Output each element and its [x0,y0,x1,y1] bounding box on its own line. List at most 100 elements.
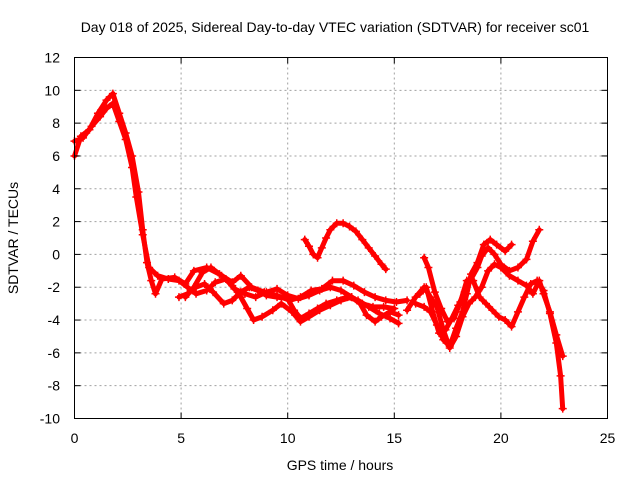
data-point [486,235,495,244]
y-tick-label: 2 [52,214,60,230]
y-tick-label: -6 [48,345,61,361]
data-point [351,227,360,236]
plot-frame [74,57,608,419]
data-point [251,293,260,302]
series-line [72,91,410,305]
data-point [381,296,390,305]
series-arc-5 [300,219,390,274]
data-point [262,291,271,300]
x-tick-label: 25 [600,430,616,446]
data-point [147,276,156,285]
data-point [296,317,305,326]
data-point [305,291,314,300]
data-point [479,240,488,249]
data-point [403,306,412,315]
data-point [277,299,286,308]
data-point [364,302,373,311]
data-point [300,235,309,244]
data-point [469,276,478,285]
data-point [198,268,207,277]
data-point [219,299,228,308]
data-point [305,312,314,321]
series-arc-9 [420,253,567,413]
data-point [315,306,324,315]
data-point [322,234,331,242]
data-point [79,133,88,142]
data-point [381,265,390,274]
data-point [371,293,380,302]
data-point [339,219,348,228]
data-point [128,163,137,172]
data-point [326,225,335,234]
x-tick-label: 0 [71,430,79,446]
data-point [473,263,482,272]
series-arc-3 [174,279,403,328]
data-point [452,324,461,333]
data-point [102,96,111,105]
data-point [273,284,282,293]
data-point [377,260,386,269]
data-point [102,104,111,113]
x-tick-label: 5 [177,430,185,446]
data-point [228,296,237,305]
data-point [211,278,220,287]
data-point [528,237,537,246]
data-point [206,263,215,272]
data-point [533,276,542,285]
data-point [153,271,162,280]
data-point [362,311,371,320]
data-point [522,255,531,264]
data-point [339,276,348,285]
data-point [392,297,401,306]
data-point [424,263,433,272]
data-point [328,276,337,285]
data-point [501,247,510,256]
data-point [243,304,252,313]
data-point [394,311,403,320]
y-tick-label: -4 [48,312,61,328]
data-point [490,250,499,259]
data-point [294,294,303,303]
data-point [360,288,369,297]
data-point [379,302,388,311]
y-tick-label: -10 [40,411,60,427]
data-point [484,243,493,252]
data-point [371,252,380,261]
data-point [420,253,429,262]
data-point [484,266,493,275]
data-point [121,135,130,144]
data-point [422,283,431,292]
y-tick-label: 4 [52,181,60,197]
x-tick-label: 20 [493,430,509,446]
data-point [138,230,147,239]
data-point [364,243,373,252]
y-tick-label: 6 [52,148,60,164]
data-point [236,293,245,302]
data-series [70,89,567,413]
data-point [513,276,522,285]
data-point [443,317,452,326]
data-point [539,286,548,295]
data-point [430,288,439,297]
data-point [189,266,198,275]
series-line [421,255,566,412]
y-tick-label: 8 [52,115,60,131]
data-point [317,243,326,252]
data-point [181,293,190,302]
data-point [358,235,367,244]
data-point [528,289,537,298]
grid [74,57,608,419]
data-point [556,371,565,380]
data-point [394,319,403,328]
data-point [492,240,501,249]
y-tick-label: -2 [48,279,61,295]
y-axis-label: SDTVAR / TECUs [5,182,21,294]
data-point [283,294,292,303]
data-point [441,325,450,334]
data-point [108,99,117,108]
data-point [313,253,322,262]
data-point [475,293,484,302]
data-point [386,307,395,316]
data-point [258,312,267,321]
data-point [337,286,345,295]
